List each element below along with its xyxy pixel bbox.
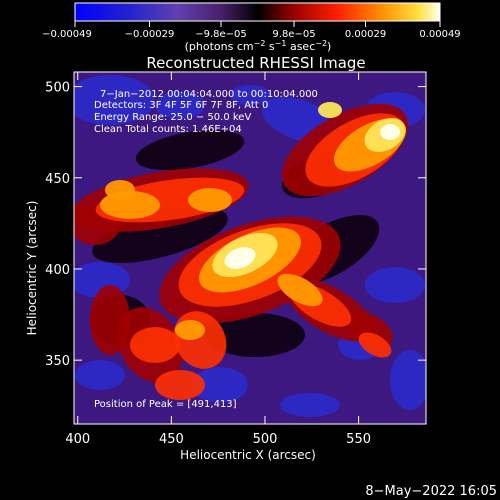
heatmap-emission-region [130, 327, 180, 363]
x-tick-label: 450 [159, 432, 184, 447]
heatmap-emission-region [188, 188, 232, 212]
colorbar-tick-label: −0.00049 [42, 29, 92, 40]
heatmap-emission-region [74, 75, 155, 125]
heatmap-emission-region [277, 273, 323, 307]
heatmap-emission-region [155, 91, 205, 119]
colorbar-tick-label: −0.00029 [125, 29, 175, 40]
heatmap-emission-region [280, 393, 340, 417]
heatmap-emission-region [75, 360, 125, 390]
colorbar-unit-label: (photons cm−2 s−1 asec−2) [185, 39, 332, 53]
plot-frame [73, 71, 427, 425]
y-axis-label: Heliocentric Y (arcsec) [25, 201, 39, 336]
colorbar-tick-label: 9.8e−05 [272, 29, 315, 40]
annotation-energy-range: Energy Range: 25.0 − 50.0 keV [94, 112, 251, 123]
x-tick-label: 550 [346, 432, 371, 447]
y-tick-label: 350 [45, 354, 70, 369]
heatmap-emission-region [365, 267, 425, 303]
chart-title: Reconstructed RHESSI Image [146, 54, 365, 72]
x-tick-label: 500 [253, 432, 278, 447]
x-axis-label: Heliocentric X (arcsec) [180, 448, 316, 462]
heatmap-emission-region [358, 332, 392, 358]
heatmap-emission-region [318, 102, 342, 118]
heatmap-emission-region [205, 313, 305, 357]
heatmap-emission-region [390, 350, 426, 410]
heatmap-emission-region [224, 247, 256, 269]
annotation-time-range: 7−Jan−2012 00:04:04.000 to 00:10:04.000 [100, 89, 318, 100]
heatmap-emission-region [192, 367, 248, 403]
image-heatmap [74, 72, 426, 424]
annotation-clean-counts: Clean Total counts: 1.46E+04 [94, 124, 242, 135]
colorbar-tick-label: −9.8e−05 [195, 29, 247, 40]
y-tick-label: 500 [45, 81, 70, 96]
y-tick-label: 450 [45, 172, 70, 187]
heatmap-emission-region [155, 370, 205, 400]
colorbar-tick-label: 0.00029 [345, 29, 386, 40]
heatmap-emission-region [380, 124, 400, 140]
annotation-peak-position: Position of Peak = [491,413] [94, 399, 237, 410]
colorbar-ticks: −0.00049 −0.00029 −9.8e−05 9.8e−05 0.00029 0.… [42, 21, 461, 40]
x-tick-label: 400 [65, 432, 90, 447]
footer-timestamp: 8−May−2022 16:05 [365, 484, 497, 499]
heatmap-emission-region [230, 85, 270, 105]
axes: 400 450 500 550 350 400 450 500 [45, 72, 426, 447]
heatmap-emission-region [135, 129, 245, 171]
annotation-detectors: Detectors: 3F 4F 5F 6F 7F 8F, Att 0 [94, 100, 268, 111]
heatmap-emission-region [175, 320, 205, 340]
colorbar [74, 2, 441, 22]
heatmap-emission-region [92, 207, 228, 263]
heatmap-emission-region [90, 285, 130, 355]
colorbar-tick-label: 0.00049 [419, 29, 460, 40]
heatmap-emission-region [105, 180, 135, 200]
y-tick-label: 400 [45, 263, 70, 278]
